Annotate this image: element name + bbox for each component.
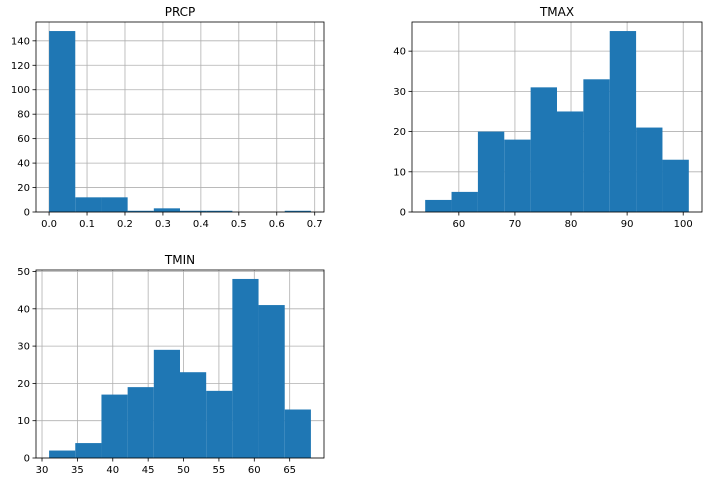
histogram-bar: [180, 210, 207, 212]
y-tick-label: 10: [17, 416, 30, 427]
y-tick-label: 20: [17, 183, 30, 194]
y-tick-label: 20: [393, 127, 406, 138]
y-tick-label: 40: [17, 304, 30, 315]
subplot-title-tmin: TMIN: [164, 253, 195, 267]
x-tick-label: 30: [36, 465, 49, 476]
histogram-bar: [153, 208, 180, 212]
histogram-bar: [153, 349, 180, 458]
y-tick-label: 120: [11, 61, 30, 72]
y-tick-label: 50: [17, 267, 30, 278]
histogram-bar: [451, 191, 478, 212]
y-tick-label: 0: [400, 208, 406, 219]
histogram-bar: [127, 210, 154, 212]
histogram-bar: [284, 409, 311, 458]
histogram-bar: [75, 443, 102, 458]
y-tick-label: 0: [24, 454, 30, 465]
y-tick-label: 30: [17, 342, 30, 353]
y-tick-label: 80: [17, 110, 30, 121]
x-tick-label: 0.4: [193, 219, 209, 230]
histogram-bar: [477, 131, 505, 212]
x-tick-label: 60: [248, 465, 261, 476]
x-tick-label: 70: [509, 219, 522, 230]
y-tick-label: 30: [393, 87, 406, 98]
histogram-bar: [127, 387, 154, 458]
x-tick-label: 100: [674, 219, 693, 230]
axes-frame: [35, 269, 325, 459]
x-tick-label: 0.1: [79, 219, 95, 230]
histogram-bar: [636, 127, 663, 212]
histogram-bar: [75, 197, 102, 212]
subplot-tmin: TMIN 30 35 40 45 50 55 60 65 0 10 20 30 40 50: [17, 253, 325, 476]
y-tick-label: 140: [11, 36, 30, 47]
histogram-bar: [49, 31, 76, 212]
axes-frame: [411, 21, 703, 213]
histogram-bar: [284, 210, 311, 212]
y-tick-label: 20: [17, 379, 30, 390]
histogram-bar: [49, 450, 76, 458]
subplot-prcp: PRCP 0.0 0.1 0.2 0.3 0.4 0.5 0.6 0.7 0 20 40 60 80 100…: [11, 5, 325, 230]
y-tick-label: 0: [24, 208, 30, 219]
x-tick-label: 45: [142, 465, 155, 476]
histogram-bar: [609, 31, 637, 212]
histogram-bar: [180, 372, 207, 458]
subplot-title-prcp: PRCP: [165, 5, 196, 19]
histogram-bar: [583, 79, 610, 212]
y-tick-label: 40: [17, 159, 30, 170]
x-tick-label: 0.0: [41, 219, 57, 230]
histogram-bar: [232, 278, 259, 458]
x-tick-label: 65: [283, 465, 296, 476]
x-tick-label: 55: [213, 465, 226, 476]
x-tick-label: 0.6: [269, 219, 285, 230]
histogram-bar: [530, 87, 557, 212]
histogram-bar: [662, 159, 689, 212]
histogram-bar: [206, 390, 233, 458]
x-tick-label: 80: [565, 219, 578, 230]
x-tick-label: 60: [452, 219, 465, 230]
histogram-bar: [101, 394, 128, 458]
subplot-tmax: TMAX 60 70 80 90 100 0 10 20 30 40: [393, 5, 703, 230]
x-tick-label: 0.3: [155, 219, 171, 230]
x-tick-label: 40: [106, 465, 119, 476]
x-tick-label: 90: [621, 219, 634, 230]
subplot-title-tmax: TMAX: [539, 5, 574, 19]
y-tick-label: 60: [17, 134, 30, 145]
x-tick-label: 0.7: [307, 219, 323, 230]
x-tick-label: 0.5: [231, 219, 247, 230]
x-tick-label: 0.2: [117, 219, 133, 230]
histogram-bar: [101, 197, 128, 212]
axes-frame: [35, 21, 325, 213]
y-tick-label: 10: [393, 167, 406, 178]
x-tick-label: 50: [177, 465, 190, 476]
histogram-bar: [425, 199, 452, 212]
y-tick-label: 40: [393, 47, 406, 58]
histogram-bar: [557, 111, 584, 212]
histogram-bar: [504, 139, 531, 212]
histogram-bar: [258, 305, 285, 458]
y-tick-label: 100: [11, 85, 30, 96]
x-tick-label: 35: [71, 465, 84, 476]
histogram-bar: [206, 210, 233, 212]
